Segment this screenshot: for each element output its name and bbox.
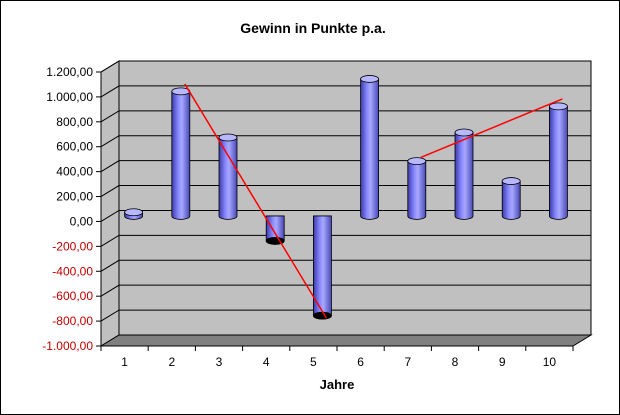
trendline: [420, 98, 563, 159]
bar: [407, 157, 427, 220]
y-tick-label: 600,00: [56, 140, 93, 154]
chart-title: Gewinn in Punkte p.a.: [240, 20, 385, 36]
x-axis-label: Jahre: [320, 377, 355, 392]
x-tick-label: 5: [310, 355, 317, 369]
y-tick-label: -1.000,00: [42, 339, 93, 353]
gridline: [100, 209, 591, 222]
bar: [171, 87, 191, 220]
y-axis: 1.200,00 1.000,00 800,00 600,00 400,00 200,00…: [42, 65, 102, 353]
y-tick-label: 1.200,00: [46, 65, 93, 79]
x-tick-label: 1: [121, 355, 128, 369]
gridline: [100, 259, 591, 272]
gridline: [100, 284, 591, 297]
y-tick-label: 400,00: [56, 165, 93, 179]
bar: [454, 128, 474, 220]
x-tick-label: 6: [357, 355, 364, 369]
chart-side-wall: [100, 60, 120, 347]
gridline: [100, 60, 591, 73]
y-tick-label: 800,00: [56, 115, 93, 129]
x-tick-label: 3: [216, 355, 223, 369]
x-tick-label: 2: [168, 355, 175, 369]
gridline: [100, 185, 591, 197]
bar: [218, 133, 238, 220]
chart-floor: [99, 334, 593, 347]
bar: [549, 102, 568, 220]
gridline: [100, 309, 591, 322]
y-tick-label: -600,00: [52, 289, 93, 303]
bar: [265, 215, 285, 245]
y-tick-label: 0,00: [70, 214, 94, 228]
x-axis: 1 2 3 4 5 6 7 8 9 10: [100, 345, 574, 369]
x-tick-label: 9: [499, 355, 506, 369]
y-tick-label: 1.000,00: [46, 90, 93, 104]
gridline: [100, 135, 591, 148]
bar: [312, 215, 332, 320]
bar: [124, 208, 144, 220]
trendline: [184, 83, 328, 319]
y-tick-label: -200,00: [52, 239, 93, 253]
x-tick-label: 10: [543, 355, 557, 369]
bars: [124, 75, 568, 320]
bar: [501, 177, 521, 220]
x-tick-label: 7: [404, 355, 411, 369]
gridline: [100, 85, 591, 98]
gridlines: [100, 60, 591, 322]
y-tick-label: -800,00: [52, 314, 93, 328]
y-tick-label: 200,00: [56, 190, 93, 204]
trendlines: [184, 83, 563, 319]
x-tick-label: 4: [263, 355, 270, 369]
y-tick-label: -400,00: [52, 264, 93, 278]
gridline: [100, 110, 591, 123]
gridline: [100, 160, 591, 173]
x-tick-label: 8: [452, 355, 459, 369]
bar: [360, 75, 380, 220]
gridline: [100, 234, 591, 247]
